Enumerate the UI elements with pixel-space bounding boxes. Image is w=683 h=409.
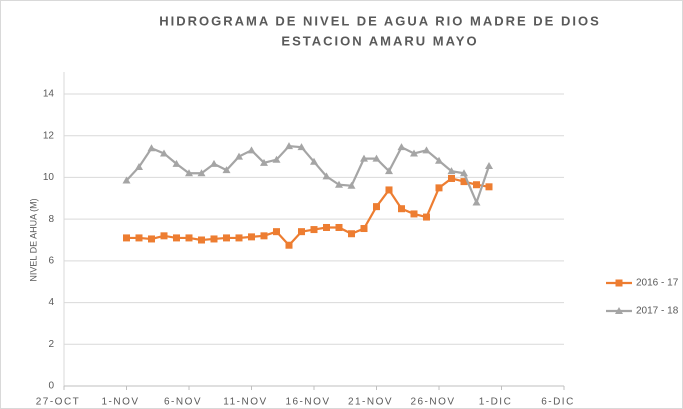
marker bbox=[247, 146, 256, 154]
marker bbox=[460, 169, 468, 177]
marker bbox=[473, 181, 480, 189]
marker bbox=[123, 234, 130, 242]
legend-label: 2016 - 17 bbox=[636, 278, 679, 289]
x-tick-label: 1-DIC bbox=[479, 397, 513, 408]
marker bbox=[322, 172, 331, 180]
marker bbox=[398, 205, 405, 213]
y-tick-label: 10 bbox=[43, 172, 55, 183]
x-tick-label: 6-DIC bbox=[541, 397, 575, 408]
marker bbox=[323, 223, 330, 231]
marker bbox=[285, 241, 293, 249]
marker bbox=[348, 230, 355, 238]
marker bbox=[197, 169, 206, 177]
marker bbox=[260, 158, 268, 166]
y-tick-label: 0 bbox=[48, 381, 54, 392]
marker bbox=[310, 226, 318, 234]
marker bbox=[223, 234, 230, 242]
x-tick-label: 26-NOV bbox=[410, 397, 455, 408]
marker bbox=[385, 186, 393, 194]
legend-label: 2017 - 18 bbox=[636, 306, 679, 317]
y-tick-label: 14 bbox=[43, 89, 55, 100]
legend-marker bbox=[615, 279, 623, 287]
marker bbox=[372, 154, 381, 162]
marker bbox=[160, 232, 168, 240]
y-tick-label: 2 bbox=[48, 339, 54, 350]
marker bbox=[410, 210, 418, 218]
marker bbox=[298, 228, 305, 236]
marker bbox=[472, 198, 481, 206]
marker bbox=[235, 234, 243, 242]
x-tick-label: 21-NOV bbox=[348, 397, 393, 408]
marker bbox=[360, 154, 368, 162]
marker bbox=[447, 167, 456, 175]
y-tick-label: 4 bbox=[48, 297, 54, 308]
marker bbox=[410, 149, 418, 157]
marker bbox=[422, 146, 431, 154]
marker bbox=[272, 155, 281, 163]
marker bbox=[347, 181, 356, 189]
marker bbox=[360, 225, 368, 233]
marker bbox=[273, 228, 280, 236]
chart-title: HIDROGRAMA DE NIVEL DE AGUA RIO MADRE DE… bbox=[159, 13, 601, 28]
legend-marker bbox=[615, 307, 623, 314]
x-tick-label: 1-NOV bbox=[101, 397, 139, 408]
marker bbox=[435, 156, 443, 164]
marker bbox=[397, 143, 406, 151]
marker bbox=[185, 234, 193, 242]
marker bbox=[485, 161, 493, 169]
marker bbox=[335, 223, 343, 231]
marker bbox=[260, 232, 268, 240]
marker bbox=[148, 235, 155, 243]
marker bbox=[172, 159, 181, 167]
marker bbox=[285, 142, 293, 150]
marker bbox=[135, 163, 143, 170]
y-axis-label: NIVEL DE AHUA (M) bbox=[28, 198, 38, 281]
chart-subtitle: ESTACION AMARU MAYO bbox=[281, 33, 478, 48]
marker bbox=[485, 183, 493, 191]
x-tick-label: 11-NOV bbox=[223, 397, 267, 408]
marker bbox=[385, 167, 393, 175]
marker bbox=[147, 144, 156, 152]
x-tick-label: 16-NOV bbox=[285, 397, 330, 408]
x-tick-label: 27-OCT bbox=[36, 397, 81, 408]
marker bbox=[122, 176, 131, 184]
marker bbox=[198, 236, 205, 244]
marker bbox=[423, 213, 430, 221]
y-tick-label: 8 bbox=[48, 214, 54, 225]
marker bbox=[460, 178, 468, 186]
marker bbox=[297, 143, 306, 151]
y-tick-label: 12 bbox=[43, 130, 55, 141]
marker bbox=[210, 235, 218, 243]
marker bbox=[160, 149, 168, 157]
marker bbox=[310, 157, 318, 165]
marker bbox=[335, 180, 343, 188]
marker bbox=[222, 166, 231, 174]
marker bbox=[373, 203, 380, 211]
marker bbox=[135, 234, 143, 242]
x-tick-label: 6-NOV bbox=[164, 397, 202, 408]
marker bbox=[448, 174, 455, 182]
marker bbox=[435, 184, 443, 192]
marker bbox=[210, 159, 218, 167]
marker bbox=[185, 169, 193, 177]
marker bbox=[235, 152, 243, 160]
y-tick-label: 6 bbox=[48, 255, 54, 266]
marker bbox=[173, 234, 180, 242]
marker bbox=[248, 233, 255, 241]
